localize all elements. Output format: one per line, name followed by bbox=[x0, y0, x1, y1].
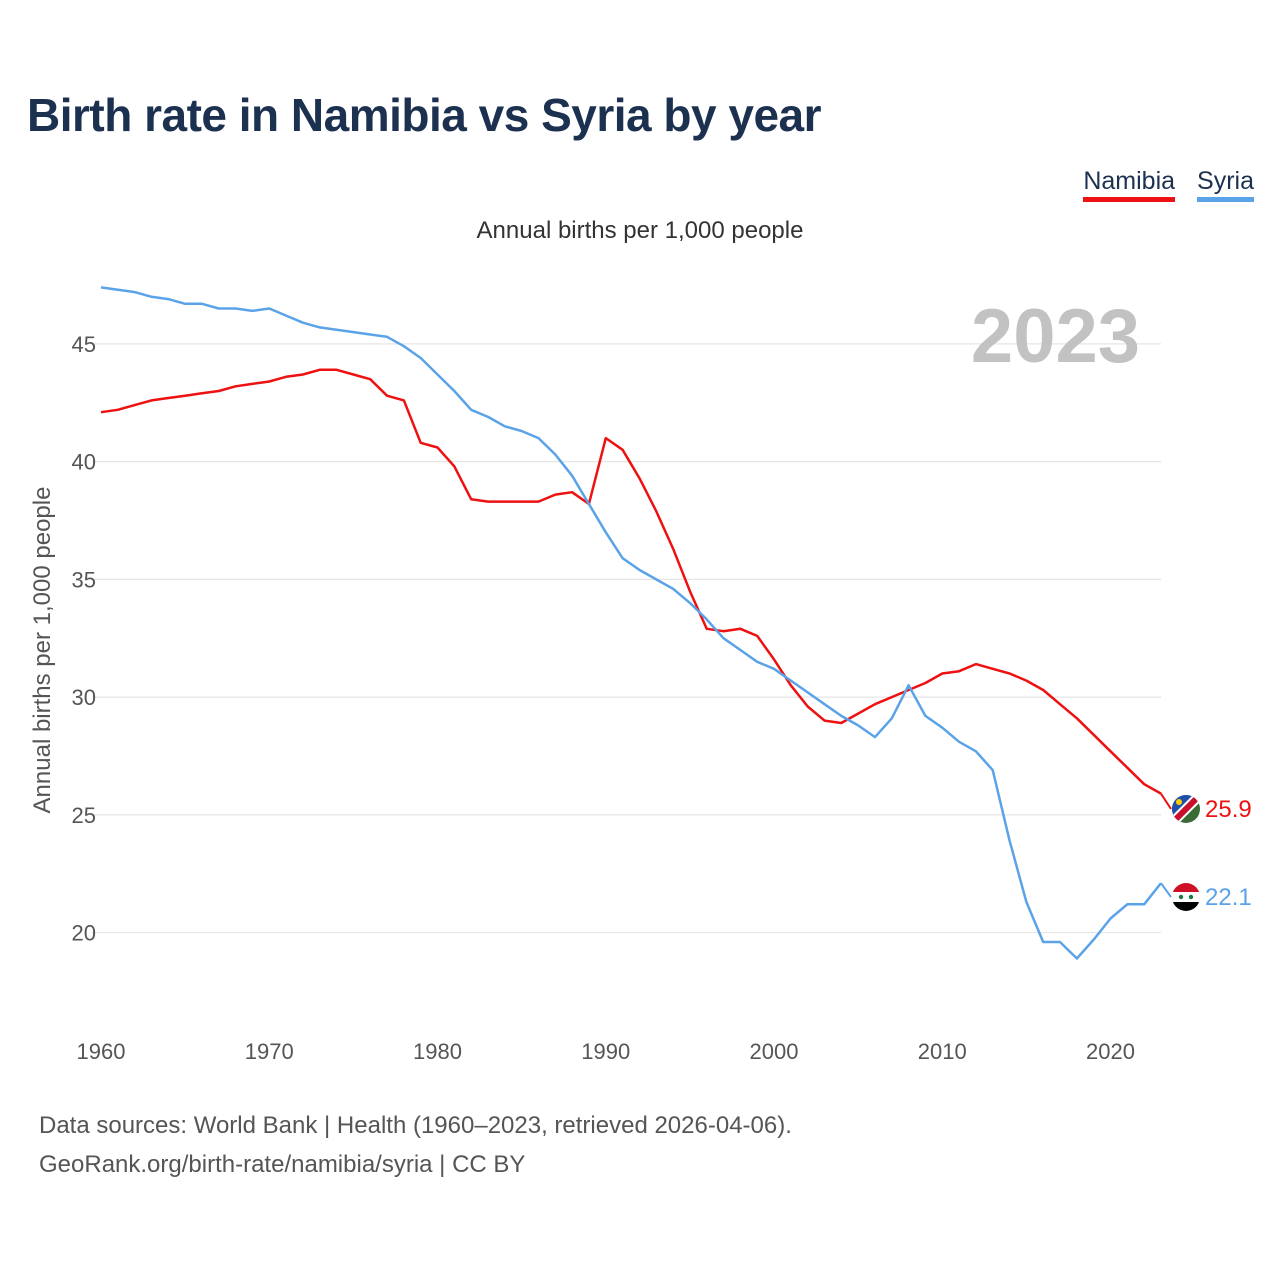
y-tick-label: 35 bbox=[72, 567, 96, 592]
x-tick-label: 2020 bbox=[1086, 1039, 1135, 1064]
legend-item-syria[interactable]: Syria bbox=[1197, 166, 1254, 202]
series-line-syria[interactable] bbox=[100, 286, 1162, 960]
end-connector-syria bbox=[1160, 882, 1172, 898]
y-tick-label: 25 bbox=[72, 803, 96, 828]
chart-subtitle: Annual births per 1,000 people bbox=[476, 217, 804, 244]
x-tick-label: 1960 bbox=[77, 1039, 126, 1064]
y-tick-label: 40 bbox=[72, 450, 96, 475]
y-axis-label: Annual births per 1,000 people bbox=[29, 487, 56, 814]
x-tick-label: 2000 bbox=[750, 1039, 799, 1064]
y-tick-label: 45 bbox=[72, 332, 96, 357]
y-tick-label: 20 bbox=[72, 921, 96, 946]
x-tick-label: 1970 bbox=[245, 1039, 294, 1064]
end-value-syria: 22.1 bbox=[1205, 884, 1252, 911]
end-value-namibia: 25.9 bbox=[1205, 796, 1252, 823]
year-label: 2023 bbox=[971, 294, 1140, 379]
legend: Namibia Syria bbox=[1083, 166, 1254, 202]
x-tick-label: 2010 bbox=[918, 1039, 967, 1064]
y-tick-label: 30 bbox=[72, 685, 96, 710]
legend-item-namibia[interactable]: Namibia bbox=[1083, 166, 1176, 202]
series-line-namibia[interactable] bbox=[100, 368, 1162, 795]
namibia-flag-icon bbox=[1172, 795, 1200, 823]
end-connector-namibia bbox=[1160, 793, 1172, 810]
syria-flag-icon bbox=[1172, 883, 1200, 911]
footer: Data sources: World Bank | Health (1960–… bbox=[39, 1106, 792, 1184]
footer-source: Data sources: World Bank | Health (1960–… bbox=[39, 1112, 792, 1139]
chart-title: Birth rate in Namibia vs Syria by year bbox=[27, 89, 822, 141]
footer-link[interactable]: GeoRank.org/birth-rate/namibia/syria | C… bbox=[39, 1151, 526, 1178]
x-tick-label: 1990 bbox=[581, 1039, 630, 1064]
x-tick-label: 1980 bbox=[413, 1039, 462, 1064]
